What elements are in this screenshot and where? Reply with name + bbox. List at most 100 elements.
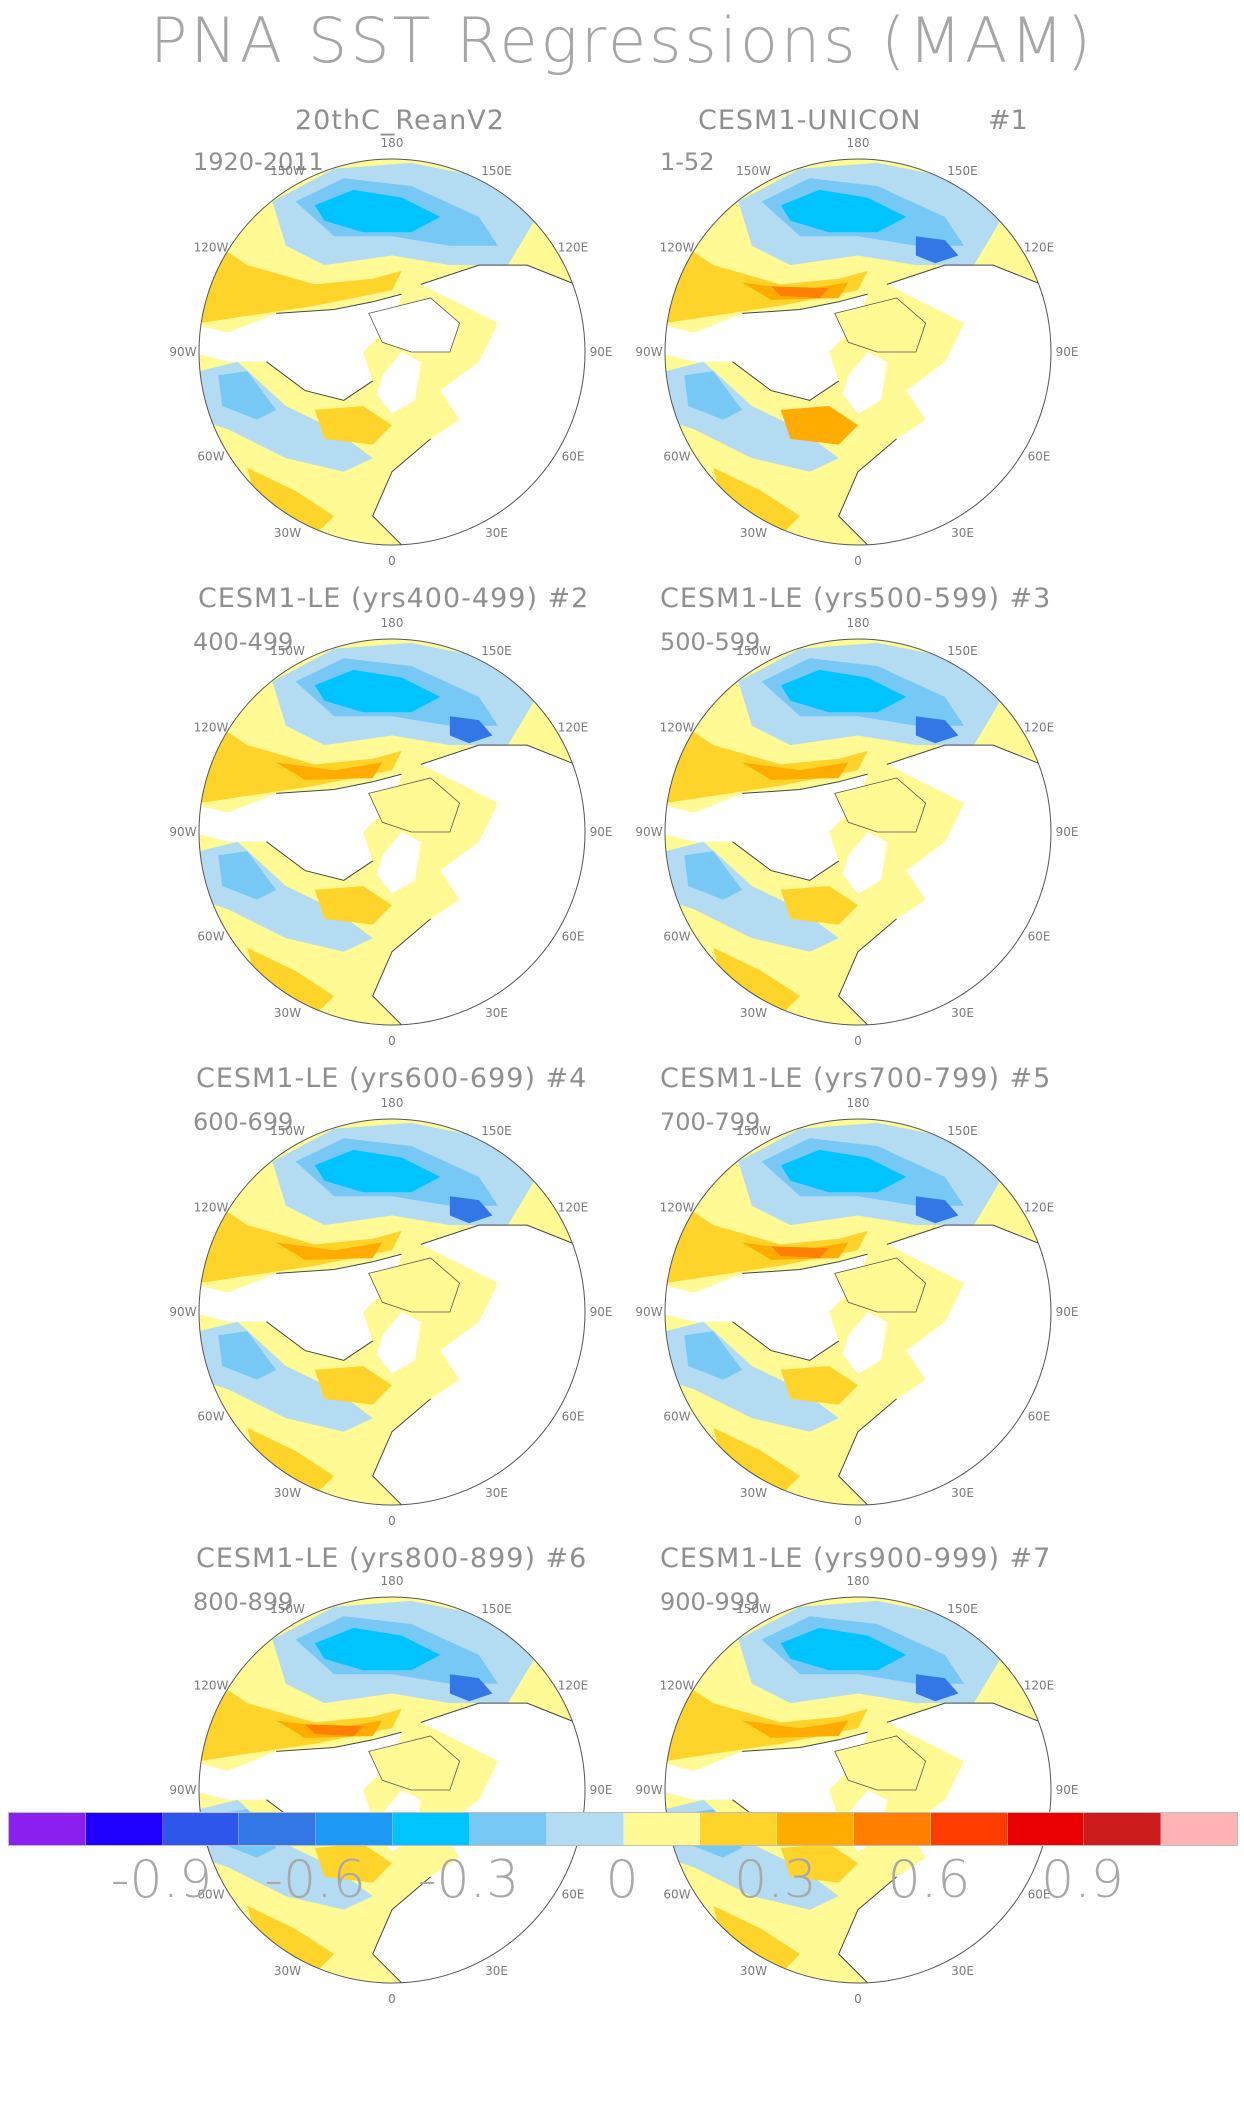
- longitude-label: 30E: [485, 1964, 508, 1978]
- longitude-label: 30E: [951, 1486, 974, 1500]
- longitude-label: 90W: [169, 1305, 196, 1319]
- longitude-label: 180: [381, 1574, 404, 1588]
- polar-stereographic-map: 180 150E 120E 90E 60E 30E 0 30W 60W 90W 120W 150W: [169, 1096, 612, 1528]
- longitude-label: 150W: [270, 164, 305, 178]
- longitude-label: 60E: [1028, 1410, 1051, 1424]
- longitude-label: 90E: [1056, 825, 1079, 839]
- longitude-label: 30E: [485, 1486, 508, 1500]
- panel-title: CESM1-UNICON: [698, 105, 922, 136]
- colorbar-swatch: [1161, 1813, 1237, 1845]
- panel-title: CESM1-LE (yrs800-899) #6: [196, 1543, 588, 1574]
- longitude-label: 60W: [197, 930, 224, 944]
- colorbar-tick-label: 0.3: [734, 1850, 817, 1910]
- longitude-label: 60W: [197, 450, 224, 464]
- longitude-label: 120W: [194, 1201, 229, 1215]
- longitude-label: 120E: [558, 241, 589, 255]
- longitude-label: 90W: [635, 1783, 662, 1797]
- longitude-label: 150W: [270, 644, 305, 658]
- colorbar-swatch: [930, 1813, 1008, 1845]
- panel-title: CESM1-LE (yrs600-699) #4: [196, 1063, 588, 1094]
- longitude-label: 150E: [481, 1602, 512, 1616]
- longitude-label: 150E: [947, 644, 978, 658]
- longitude-label: 90W: [635, 345, 662, 359]
- panel-title: CESM1-LE (yrs500-599) #3: [660, 583, 1052, 614]
- polar-stereographic-map: 180 150E 120E 90E 60E 30E 0 30W 60W 90W 120W 150W: [635, 136, 1078, 568]
- longitude-label: 60E: [1028, 930, 1051, 944]
- colorbar-swatch: [9, 1813, 86, 1845]
- longitude-label: 120E: [1024, 721, 1055, 735]
- panel-year-range: 900-999: [660, 1588, 761, 1616]
- colorbar-swatch: [1007, 1813, 1085, 1845]
- longitude-label: 60E: [562, 1410, 585, 1424]
- longitude-label: 150W: [736, 644, 771, 658]
- colorbar-tick-label: 0.9: [1041, 1850, 1124, 1910]
- colorbar-tick-label: -0.9: [110, 1850, 213, 1910]
- longitude-label: 60W: [663, 450, 690, 464]
- longitude-label: 120E: [558, 1679, 589, 1693]
- longitude-label: 120E: [558, 1201, 589, 1215]
- colorbar-swatch: [316, 1813, 394, 1845]
- panel-year-range: 1-52: [660, 148, 715, 176]
- colorbar-tick-label: 0.6: [887, 1850, 971, 1910]
- longitude-label: 30W: [274, 1964, 301, 1978]
- longitude-label: 150E: [481, 644, 512, 658]
- longitude-label: 0: [854, 554, 862, 568]
- longitude-label: 30W: [740, 1964, 767, 1978]
- longitude-label: 60E: [562, 1888, 585, 1902]
- panel-title: 20thC_ReanV2: [295, 105, 505, 136]
- colorbar-swatch: [546, 1813, 624, 1845]
- longitude-label: 120W: [194, 721, 229, 735]
- colorbar-swatch: [623, 1813, 701, 1845]
- longitude-label: 90W: [635, 825, 662, 839]
- longitude-label: 90E: [1056, 1783, 1079, 1797]
- panel-year-range: 500-599: [660, 628, 761, 656]
- colorbar-tick-label: 0: [605, 1850, 639, 1910]
- colorbar: [8, 1812, 1238, 1846]
- polar-stereographic-map: 180 150E 120E 90E 60E 30E 0 30W 60W 90W 120W 150W: [169, 616, 613, 1048]
- longitude-label: 0: [854, 1992, 862, 2006]
- longitude-label: 150E: [947, 164, 978, 178]
- colorbar-swatch: [469, 1813, 547, 1845]
- panel-number: #1: [988, 105, 1028, 136]
- colorbar-tick-label: -0.6: [264, 1850, 366, 1910]
- panel-title: CESM1-LE (yrs700-799) #5: [660, 1063, 1052, 1094]
- colorbar-swatch: [853, 1813, 931, 1845]
- colorbar-swatch: [700, 1813, 778, 1845]
- longitude-label: 90E: [590, 825, 613, 839]
- longitude-label: 120W: [660, 1679, 695, 1693]
- longitude-label: 150E: [947, 1602, 978, 1616]
- longitude-label: 150W: [270, 1602, 305, 1616]
- longitude-label: 60E: [1028, 450, 1051, 464]
- colorbar-tick-label: -0.3: [417, 1850, 520, 1910]
- longitude-label: 0: [388, 1992, 396, 2006]
- longitude-label: 30W: [740, 1486, 767, 1500]
- longitude-label: 60W: [663, 930, 690, 944]
- panel-title: CESM1-LE (yrs400-499) #2: [198, 583, 590, 614]
- longitude-label: 90W: [635, 1305, 662, 1319]
- longitude-label: 30W: [740, 526, 767, 540]
- polar-stereographic-map: 180 150E 120E 90E 60E 30E 0 30W 60W 90W 120W 150W: [635, 1096, 1078, 1528]
- longitude-label: 90W: [169, 345, 196, 359]
- longitude-label: 0: [854, 1514, 862, 1528]
- longitude-label: 120W: [194, 1679, 229, 1693]
- longitude-label: 120E: [1024, 1201, 1055, 1215]
- colorbar-swatch: [239, 1813, 317, 1845]
- longitude-label: 120E: [1024, 241, 1055, 255]
- colorbar-swatch: [777, 1813, 854, 1845]
- longitude-label: 180: [381, 1096, 404, 1110]
- longitude-label: 180: [847, 136, 870, 150]
- longitude-label: 150E: [947, 1124, 978, 1138]
- longitude-label: 150W: [736, 1124, 771, 1138]
- longitude-label: 180: [381, 136, 404, 150]
- longitude-label: 30E: [951, 1006, 974, 1020]
- panel-year-range: 400-499: [193, 628, 294, 656]
- panel-year-range: 1920-2011: [193, 148, 324, 176]
- longitude-label: 60W: [197, 1888, 224, 1902]
- longitude-label: 180: [381, 616, 404, 630]
- longitude-label: 120E: [558, 721, 589, 735]
- panel-title: CESM1-LE (yrs900-999) #7: [660, 1543, 1052, 1574]
- polar-stereographic-map: 180 150E 120E 90E 60E 30E 0 30W 60W 90W 120W 150W: [635, 1574, 1079, 2006]
- polar-stereographic-map: 180 150E 120E 90E 60E 30E 0 30W 60W 90W 120W 150W: [169, 1574, 612, 2006]
- figure-title: PNA SST Regressions (MAM): [150, 4, 1094, 77]
- longitude-label: 150W: [736, 1602, 771, 1616]
